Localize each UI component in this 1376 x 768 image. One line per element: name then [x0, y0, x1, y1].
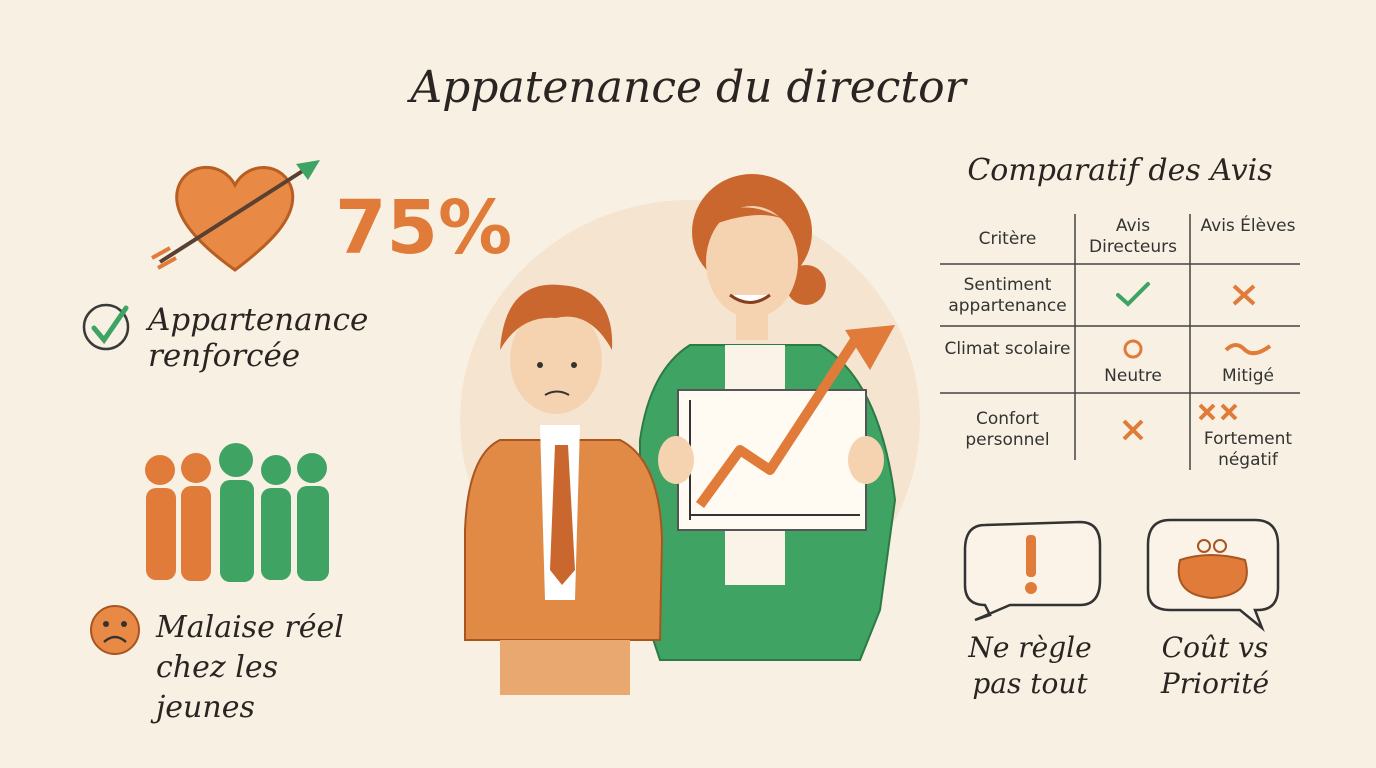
table-header: Critère: [978, 229, 1037, 249]
table-icons: [1116, 282, 1272, 441]
sad-face-icon: [90, 605, 140, 655]
table-cell: Fortement négatif: [1203, 429, 1293, 470]
stat: 75%: [335, 185, 513, 271]
table-grid: [940, 214, 1300, 470]
boy-illustration: [464, 284, 664, 695]
table-cell: Sentiment appartenance: [948, 275, 1067, 316]
negative-text: Malaise réel chez les jeunes: [156, 610, 344, 725]
table-cell: Mitigé: [1221, 366, 1275, 386]
alert-bubble: [963, 520, 1102, 622]
check-icon: [82, 303, 130, 351]
heart-icon: [151, 160, 320, 272]
table-cell: Climat scolaire: [944, 339, 1071, 359]
table-cell: Neutre: [1104, 366, 1162, 386]
people-icon: [145, 443, 329, 582]
chart-board: [658, 325, 895, 531]
title: Appatenance du director: [410, 62, 966, 113]
bubble-caption: Coût vs Priorité: [1160, 631, 1270, 700]
positive-text: Appartenance renforcée: [148, 302, 369, 374]
table-title: Comparatif des Avis: [967, 153, 1273, 188]
purse-bubble: [1146, 518, 1280, 632]
table-header: Avis Directeurs: [1089, 216, 1177, 257]
bubble-caption: Ne règle pas tout: [968, 631, 1092, 700]
table-header: Avis Élèves: [1200, 216, 1296, 236]
table-cell: Confort personnel: [965, 409, 1050, 450]
